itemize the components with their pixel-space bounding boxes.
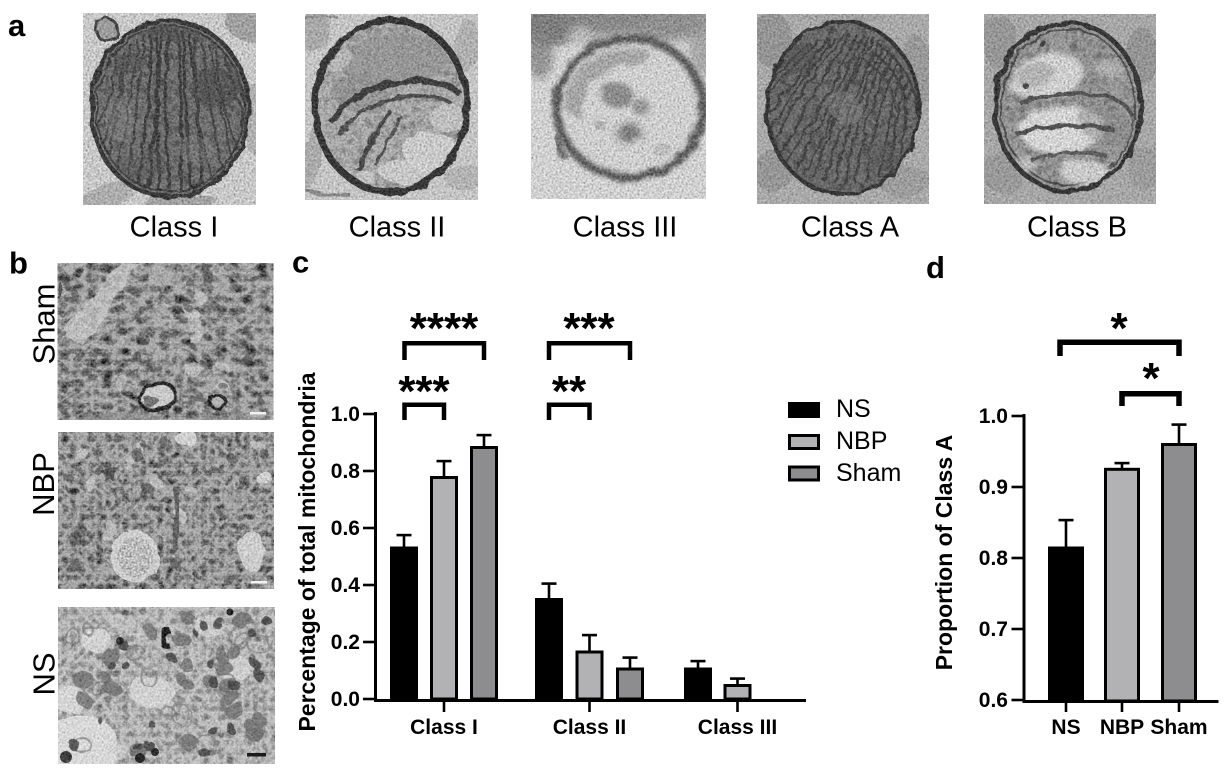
svg-text:Class I: Class I bbox=[410, 716, 478, 739]
svg-text:1.0: 1.0 bbox=[331, 403, 360, 426]
svg-text:Proportion of Class A: Proportion of Class A bbox=[931, 435, 957, 671]
svg-text:Sham: Sham bbox=[27, 284, 62, 365]
svg-text:0.9: 0.9 bbox=[979, 476, 1008, 499]
svg-text:Class I: Class I bbox=[130, 212, 219, 244]
svg-text:**: ** bbox=[552, 367, 587, 416]
svg-text:***: *** bbox=[398, 367, 450, 416]
svg-text:Class II: Class II bbox=[553, 716, 627, 739]
svg-text:***: *** bbox=[563, 304, 615, 353]
svg-text:a: a bbox=[8, 8, 26, 43]
svg-text:NBP: NBP bbox=[1100, 716, 1144, 739]
svg-text:NS: NS bbox=[836, 395, 871, 423]
svg-text:Class B: Class B bbox=[1027, 212, 1127, 244]
svg-text:1.0: 1.0 bbox=[979, 405, 1008, 428]
svg-text:NS: NS bbox=[27, 652, 62, 695]
svg-text:0.7: 0.7 bbox=[979, 618, 1008, 641]
svg-text:0.6: 0.6 bbox=[979, 689, 1008, 712]
svg-text:Percentage of total mitochondr: Percentage of total mitochondria bbox=[294, 372, 320, 731]
svg-text:Sham: Sham bbox=[1150, 716, 1207, 739]
svg-text:0.8: 0.8 bbox=[979, 547, 1009, 570]
svg-text:0.6: 0.6 bbox=[331, 517, 360, 540]
svg-text:0.2: 0.2 bbox=[331, 631, 360, 654]
svg-text:Class II: Class II bbox=[349, 212, 446, 244]
svg-text:0.4: 0.4 bbox=[331, 574, 361, 597]
svg-text:0.0: 0.0 bbox=[331, 688, 360, 711]
svg-text:Class A: Class A bbox=[801, 212, 900, 244]
svg-text:NBP: NBP bbox=[836, 427, 887, 455]
svg-text:Sham: Sham bbox=[836, 459, 901, 487]
svg-text:Class III: Class III bbox=[573, 212, 678, 244]
svg-text:Class III: Class III bbox=[698, 716, 777, 739]
svg-text:NBP: NBP bbox=[26, 452, 61, 516]
svg-text:0.8: 0.8 bbox=[331, 460, 361, 483]
svg-text:*: * bbox=[1142, 354, 1160, 403]
svg-text:****: **** bbox=[410, 304, 479, 353]
svg-text:NS: NS bbox=[1051, 716, 1080, 739]
svg-text:c: c bbox=[292, 245, 309, 280]
svg-text:d: d bbox=[926, 250, 945, 285]
svg-text:*: * bbox=[1110, 304, 1128, 353]
svg-text:b: b bbox=[9, 246, 28, 281]
